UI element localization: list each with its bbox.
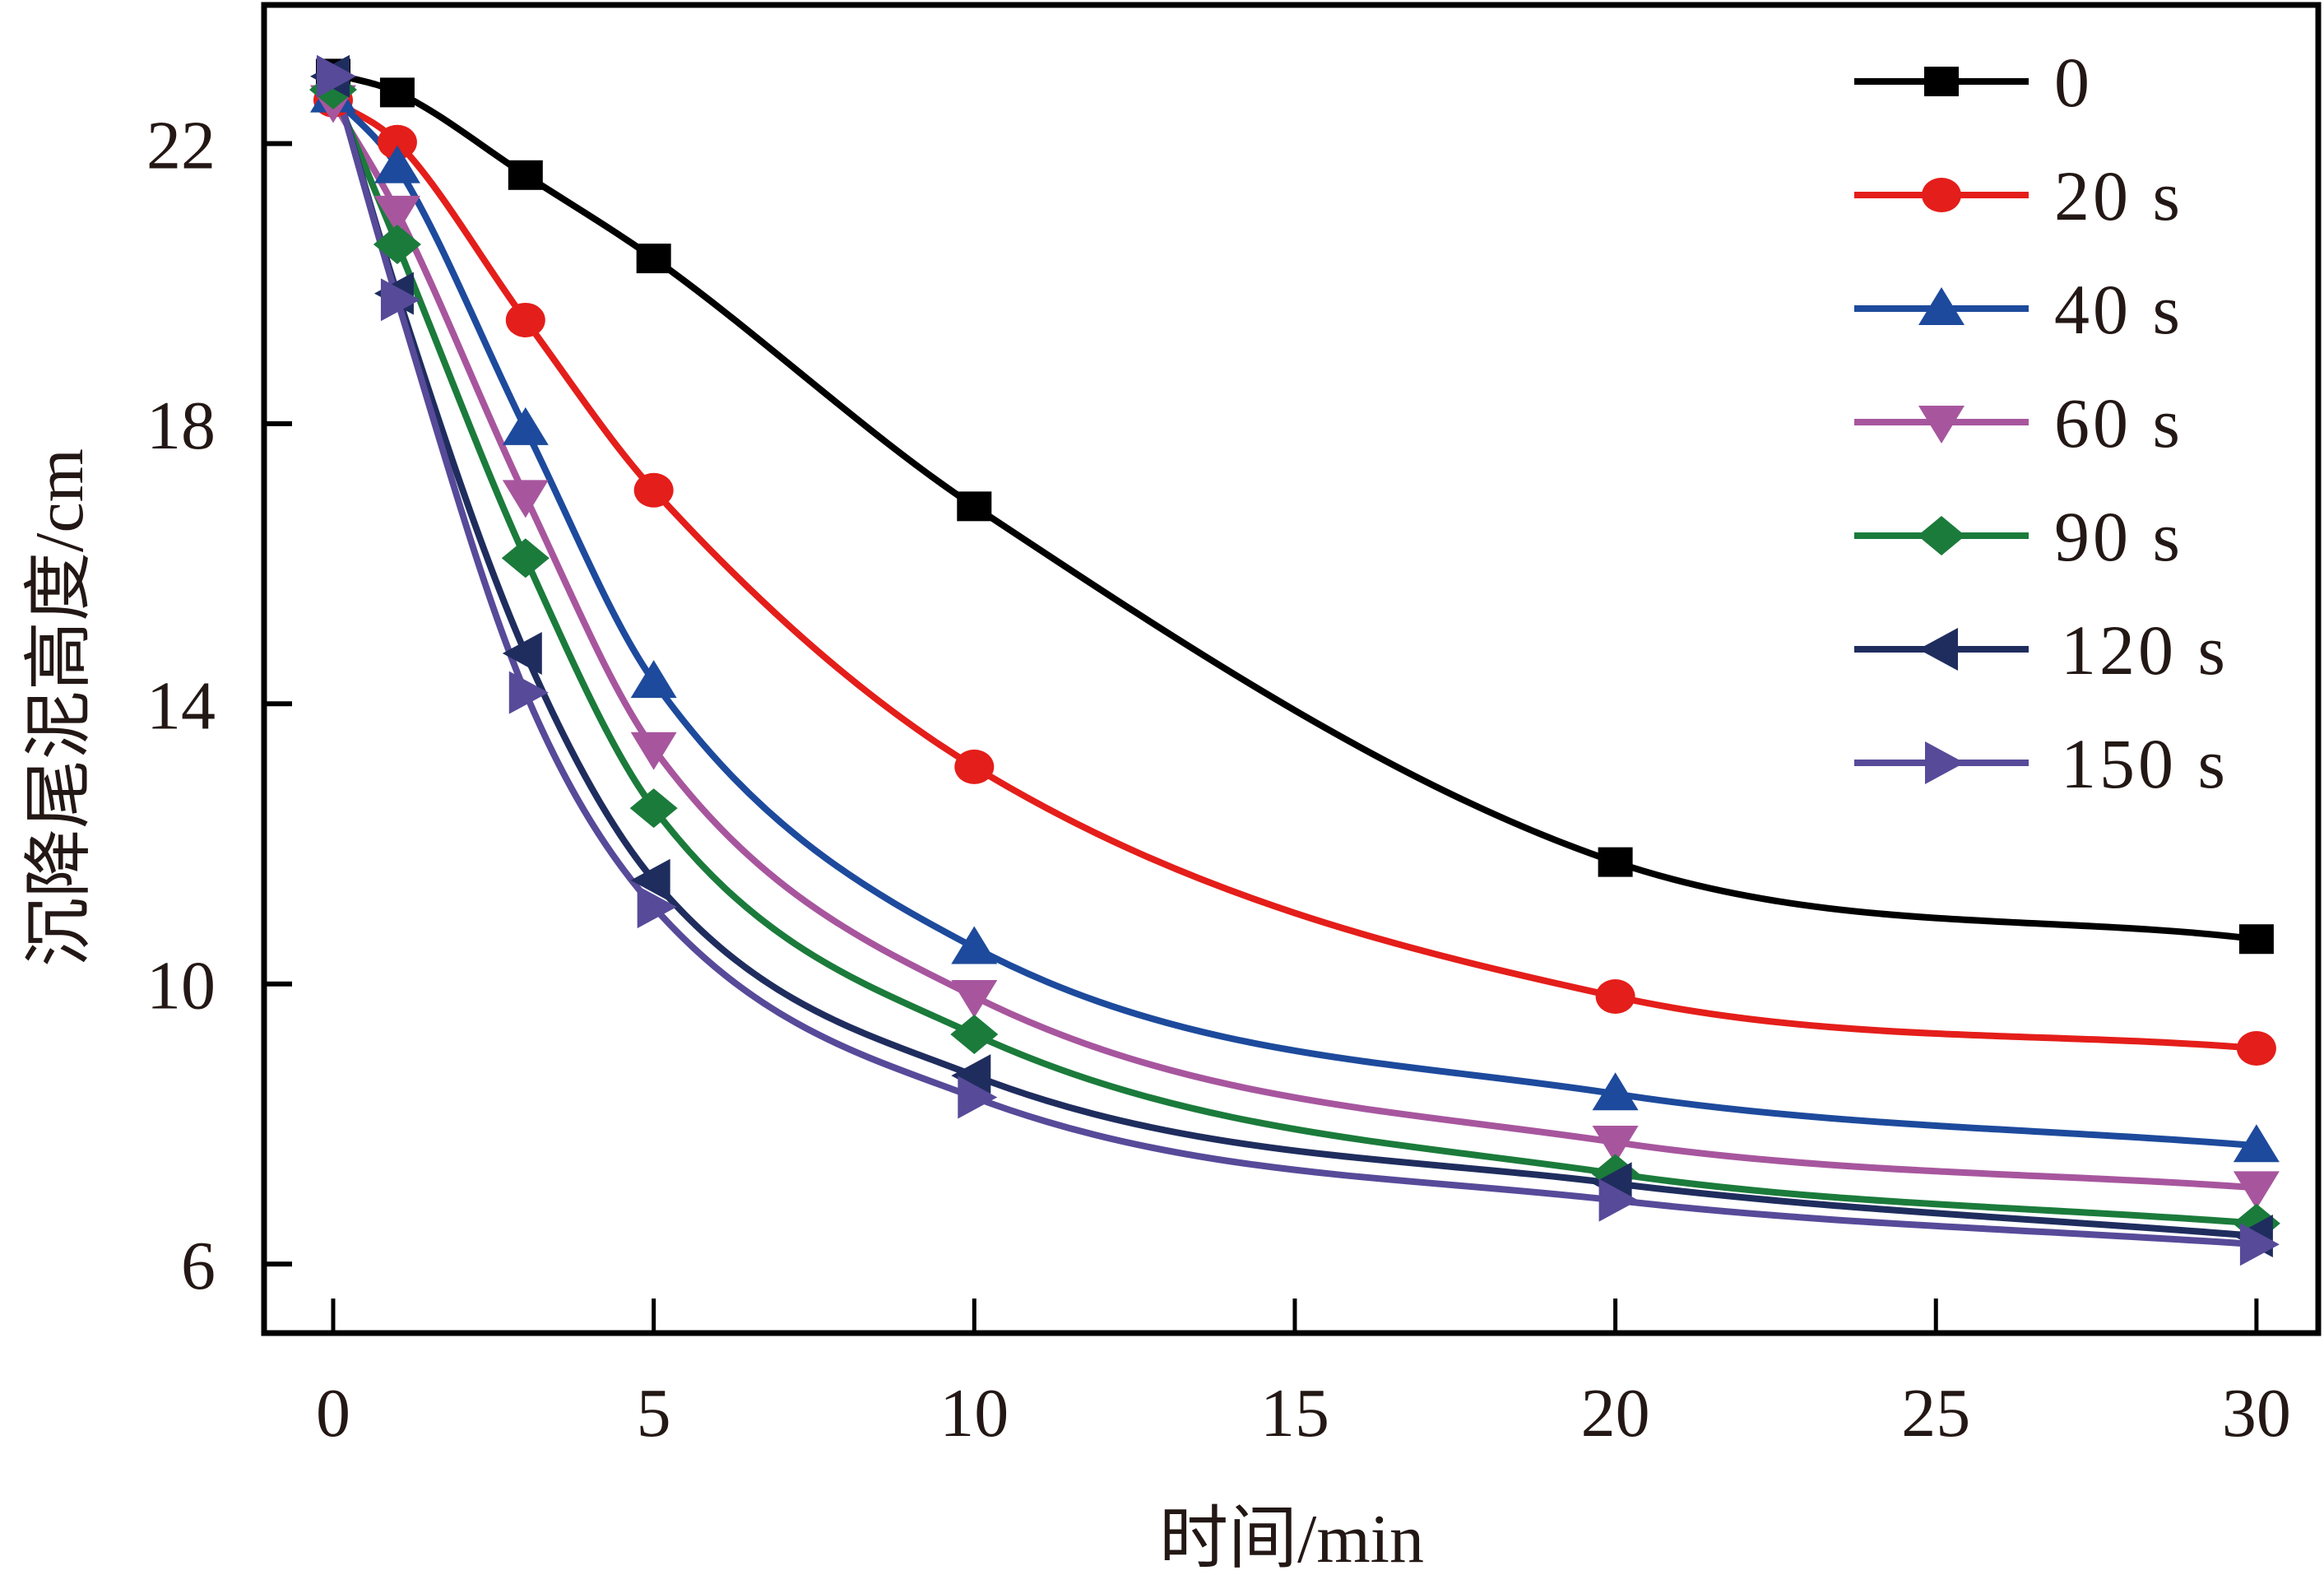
data-point-diamond-icon: [373, 225, 421, 265]
legend-marker-triangle-right-icon: [1925, 741, 1964, 784]
data-point-triangle-left-icon: [951, 1054, 991, 1098]
legend-swatch-square-icon: [1854, 67, 2029, 96]
y-tick-labels: 6 10 14 18 22: [146, 108, 216, 1305]
data-point-triangle-right-icon: [2239, 1223, 2280, 1266]
data-point-circle-icon: [2236, 1030, 2276, 1066]
legend-marker-square-icon: [1924, 67, 1959, 96]
data-point-circle-icon: [633, 472, 674, 508]
legend-label: 0: [2054, 43, 2093, 122]
data-point-triangle-up-icon: [1592, 1072, 1639, 1111]
legend-swatch-triangle-left-icon: [1854, 628, 2029, 671]
x-tick-label: 0: [316, 1375, 350, 1452]
data-point-square-icon: [379, 77, 415, 108]
x-tick-label: 25: [1901, 1375, 1970, 1452]
legend-swatch-triangle-up-icon: [1854, 287, 2029, 325]
data-point-triangle-down-icon: [2233, 1171, 2280, 1210]
data-point-square-icon: [508, 160, 543, 190]
y-tick-label: 10: [146, 948, 216, 1024]
x-tick-label: 30: [2222, 1375, 2291, 1452]
legend-swatch-circle-icon: [1854, 178, 2029, 212]
data-point-circle-icon: [954, 749, 995, 784]
data-point-triangle-right-icon: [317, 54, 356, 98]
data-point-triangle-up-icon: [373, 145, 420, 184]
data-point-square-icon: [636, 244, 671, 274]
series-lines: [330, 70, 2257, 1248]
legend-entry: 0: [1854, 43, 2093, 122]
data-point-square-icon: [957, 491, 992, 522]
data-point-triangle-right-icon: [637, 885, 677, 929]
data-point-triangle-left-icon: [502, 632, 542, 676]
data-point-triangle-up-icon: [630, 660, 677, 699]
x-axis-ticks: [331, 1299, 2259, 1333]
series-marker-group: [313, 82, 2276, 1066]
data-point-triangle-down-icon: [1592, 1126, 1639, 1164]
series-marker-group: [317, 54, 2280, 1266]
data-point-circle-icon: [505, 302, 545, 337]
series-line: [330, 100, 2257, 1192]
data-point-triangle-right-icon: [958, 1076, 998, 1119]
data-point-square-icon: [1598, 847, 1633, 877]
legend-entry: 60 s: [1854, 383, 2183, 462]
legend-marker-diamond-icon: [1918, 516, 1965, 555]
x-tick-label: 15: [1260, 1375, 1329, 1452]
y-axis-ticks: [264, 141, 292, 1267]
data-point-circle-icon: [377, 124, 417, 160]
legend-label: 90 s: [2054, 497, 2183, 576]
legend-label: 40 s: [2054, 270, 2183, 349]
data-point-triangle-down-icon: [951, 980, 998, 1019]
series-line: [332, 70, 2257, 943]
data-point-triangle-left-icon: [630, 858, 670, 902]
data-point-triangle-down-icon: [630, 732, 677, 770]
series-markers: [309, 54, 2280, 1266]
series-line: [330, 88, 2257, 1227]
data-point-triangle-down-icon: [373, 195, 420, 234]
x-tick-labels: 0 5 10 15 20 25 30: [316, 1375, 2291, 1452]
data-point-square-icon: [2238, 924, 2274, 955]
data-point-diamond-icon: [629, 788, 678, 829]
data-point-diamond-icon: [501, 538, 550, 578]
data-point-triangle-down-icon: [502, 480, 549, 518]
legend-marker-triangle-left-icon: [1918, 628, 1958, 671]
data-point-triangle-up-icon: [951, 926, 998, 964]
data-point-triangle-right-icon: [380, 278, 420, 322]
legend: 0 20 s 40 s 60 s 90 s 120 s 150 s: [1854, 43, 2229, 803]
legend-label: 20 s: [2054, 156, 2183, 235]
x-tick-label: 20: [1581, 1375, 1650, 1452]
y-tick-label: 6: [181, 1228, 216, 1304]
y-tick-label: 14: [146, 667, 216, 744]
legend-swatch-triangle-down-icon: [1854, 406, 2029, 444]
data-point-triangle-right-icon: [1598, 1178, 1639, 1222]
data-point-triangle-up-icon: [502, 407, 549, 445]
legend-entry: 90 s: [1854, 497, 2183, 576]
series-line: [331, 97, 2257, 1052]
legend-entry: 40 s: [1854, 270, 2183, 349]
legend-label: 120 s: [2061, 611, 2229, 690]
series-line: [330, 75, 2257, 1248]
data-point-triangle-right-icon: [508, 671, 549, 714]
legend-marker-triangle-down-icon: [1918, 406, 1964, 444]
y-tick-label: 18: [146, 388, 216, 464]
legend-entry: 120 s: [1854, 611, 2229, 690]
x-tick-label: 5: [637, 1375, 671, 1452]
series-line: [330, 75, 2257, 1240]
legend-label: 60 s: [2054, 383, 2183, 462]
plot-frame: [261, 2, 2322, 1336]
legend-entry: 20 s: [1854, 156, 2183, 235]
data-point-triangle-up-icon: [2233, 1124, 2280, 1163]
legend-marker-triangle-up-icon: [1918, 287, 1964, 325]
data-point-diamond-icon: [950, 1014, 999, 1054]
x-axis-title: 时间/min: [1159, 1501, 1424, 1575]
y-tick-label: 22: [146, 108, 216, 184]
legend-swatch-triangle-right-icon: [1854, 741, 2029, 784]
legend-marker-circle-icon: [1922, 178, 1961, 212]
y-axis-title: 沉降尾泥高度/cm: [21, 448, 98, 967]
data-point-circle-icon: [1595, 979, 1635, 1015]
legend-entry: 150 s: [1854, 724, 2229, 803]
legend-swatch-diamond-icon: [1854, 516, 2029, 555]
x-tick-label: 10: [939, 1375, 1009, 1452]
series-line: [331, 93, 2257, 1150]
legend-label: 150 s: [2061, 724, 2229, 803]
